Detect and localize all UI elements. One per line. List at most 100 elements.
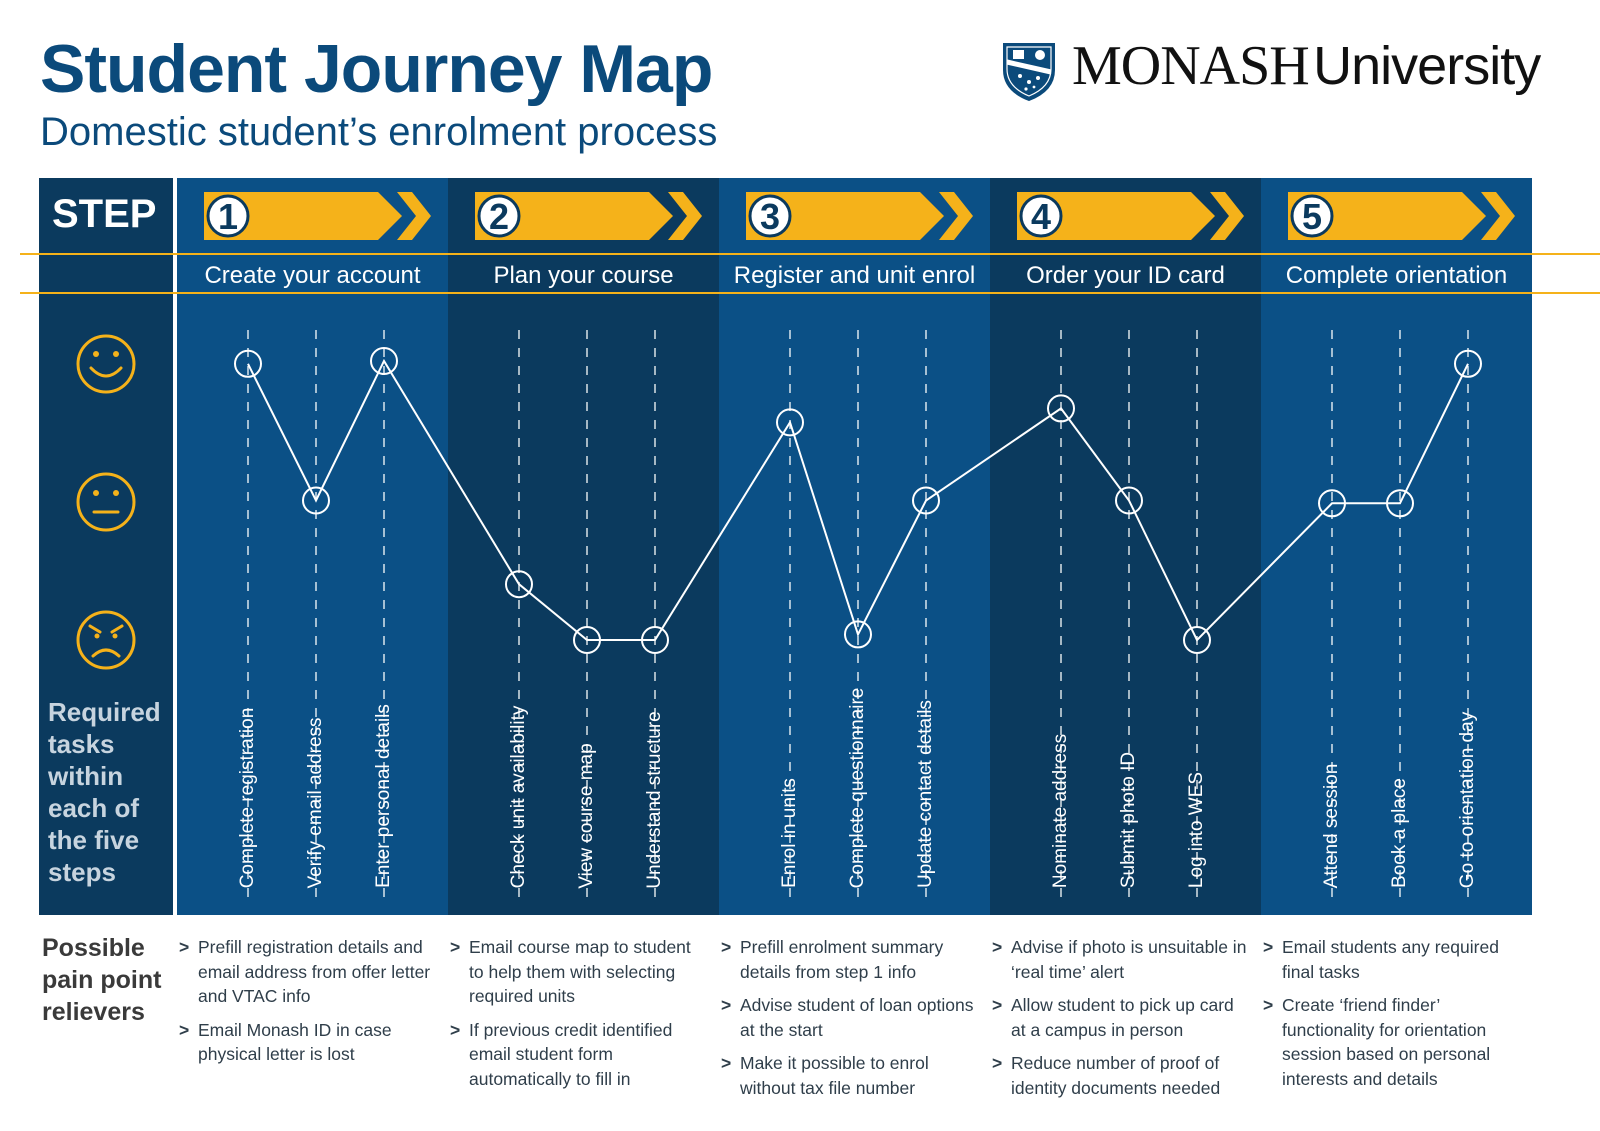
journey-point: [844, 620, 872, 649]
task-label: Check unit availability: [508, 705, 529, 888]
page-title: Student Journey Map: [40, 31, 713, 107]
journey-point: [1318, 489, 1346, 518]
task-label: Nominate address: [1050, 733, 1071, 889]
step-number-5: 5: [1302, 196, 1322, 237]
task-label: Go to orientation day: [1457, 711, 1478, 889]
legend-column: [39, 178, 173, 915]
pain-point-item: > Prefill enrolment summary details from …: [721, 935, 979, 984]
task-guide-lines: [247, 330, 1469, 900]
task-label: Enter personal details: [373, 704, 394, 888]
step-arrow-3: 3: [746, 192, 973, 240]
monash-shield-icon: [1003, 43, 1055, 102]
step-name-1: Create your account: [204, 262, 421, 289]
step-number-1: 1: [218, 196, 238, 237]
logo-monash-text: MONASH: [1072, 35, 1310, 97]
divider-line-bottom: [20, 292, 1600, 294]
chevron-right-icon: >: [450, 1019, 461, 1040]
pain-points-step-1: > Prefill registration details and email …: [179, 935, 437, 1076]
journey-line: [247, 358, 1469, 642]
chevron-right-icon: >: [721, 1053, 732, 1073]
step-band-5: [1261, 178, 1532, 915]
step-band-3: [719, 178, 990, 915]
pain-points-step-4: > Advise if photo is unsuitable in ‘real …: [992, 935, 1250, 1109]
journey-point: [1183, 626, 1211, 654]
pain-point-item: > Advise student of loan options at the s…: [721, 993, 979, 1042]
step-band-2: [448, 178, 719, 915]
monash-logo: MONASH University: [1072, 34, 1541, 98]
task-label: View course map: [576, 742, 597, 889]
journey-point: [641, 626, 669, 654]
pain-point-text: Create ‘friend finder’ functionality for…: [1282, 995, 1491, 1089]
step-arrow-2: 2: [475, 192, 702, 240]
pain-point-text: If previous credit identified email stud…: [469, 1019, 673, 1089]
pain-point-item: > Email course map to student to help the…: [450, 935, 708, 1009]
journey-point: [302, 486, 330, 515]
chevron-right-icon: >: [992, 1053, 1003, 1073]
pain-point-text: Email students any required final tasks: [1282, 937, 1499, 982]
pain-point-text: Prefill enrolment summary details from s…: [740, 937, 944, 982]
pain-point-text: Allow student to pick up card at a campu…: [1011, 995, 1234, 1040]
pain-points-step-3: > Prefill enrolment summary details from …: [721, 935, 979, 1109]
pain-point-text: Reduce number of proof of identity docum…: [1011, 1053, 1221, 1098]
journey-point: [1454, 349, 1482, 378]
chevron-right-icon: >: [450, 937, 461, 957]
pain-point-text: Prefill registration details and email a…: [198, 937, 431, 1006]
step-number-3: 3: [760, 196, 780, 237]
page-subtitle: Domestic student’s enrolment process: [40, 110, 718, 154]
task-label: Update contact details: [915, 699, 936, 889]
journey-point: [505, 570, 533, 599]
chevron-right-icon: >: [1263, 937, 1274, 957]
step-band-1: [177, 178, 448, 915]
task-label: Verify email address: [305, 716, 326, 889]
chevron-right-icon: >: [1263, 995, 1274, 1015]
pain-point-text: Make it possible to enrol without tax fi…: [740, 1053, 929, 1098]
pain-point-item: > Email Monash ID in case physical letter…: [179, 1018, 437, 1067]
step-arrow-5: 5: [1288, 192, 1515, 240]
step-name-5: Complete orientation: [1285, 262, 1508, 289]
task-label: Submit photo ID: [1118, 751, 1139, 889]
pain-points-step-5: > Email students any required final tasks…: [1263, 935, 1521, 1100]
journey-point: [370, 347, 398, 375]
pain-point-item: > Email students any required final tasks: [1263, 935, 1521, 984]
pain-point-text: Advise student of loan options at the st…: [740, 995, 974, 1040]
pain-point-text: Email Monash ID in case physical letter …: [198, 1019, 392, 1065]
task-label: Book a place: [1389, 778, 1410, 888]
step-name-3: Register and unit enrol: [733, 262, 976, 289]
happy-face-icon: [76, 334, 136, 394]
journey-point: [1115, 486, 1143, 515]
journey-point: [234, 349, 262, 378]
journey-point: [573, 626, 601, 654]
required-tasks-label: Required tasks within each of the five s…: [48, 697, 161, 887]
pain-point-item: > If previous credit identified email stu…: [450, 1018, 708, 1092]
chevron-right-icon: >: [179, 1019, 190, 1040]
pain-point-item: > Reduce number of proof of identity docu…: [992, 1051, 1250, 1100]
pain-points-step-2: > Email course map to student to help the…: [450, 935, 708, 1100]
task-label: Attend session: [1321, 763, 1342, 888]
chevron-right-icon: >: [992, 995, 1003, 1015]
step-band-4: [990, 178, 1261, 915]
journey-point: [1047, 394, 1075, 423]
chevron-right-icon: >: [721, 995, 732, 1015]
pain-point-text: Advise if photo is unsuitable in ‘real t…: [1011, 937, 1247, 982]
task-label: Enrol in units: [779, 778, 800, 888]
step-name-2: Plan your course: [493, 262, 674, 289]
pain-point-item: > Advise if photo is unsuitable in ‘real …: [992, 935, 1250, 984]
chevron-right-icon: >: [992, 937, 1003, 957]
pain-point-item: > Create ‘friend finder’ functionality fo…: [1263, 993, 1521, 1091]
task-label: Complete questionnaire: [847, 687, 868, 888]
step-arrow-1: 1: [204, 192, 431, 240]
divider-line-top: [20, 253, 1600, 255]
logo-university-text: University: [1313, 36, 1541, 96]
step-name-4: Order your ID card: [1026, 262, 1225, 289]
chevron-right-icon: >: [179, 937, 190, 957]
step-label: STEP: [52, 192, 157, 236]
task-label: Complete registration: [237, 707, 258, 888]
pain-point-text: Email course map to student to help them…: [469, 937, 691, 1006]
step-number-4: 4: [1031, 196, 1051, 237]
journey-point: [1386, 489, 1414, 518]
pain-point-item: > Allow student to pick up card at a camp…: [992, 993, 1250, 1042]
chevron-right-icon: >: [721, 937, 732, 957]
journey-point: [776, 408, 804, 437]
angry-face-icon: [76, 610, 136, 670]
